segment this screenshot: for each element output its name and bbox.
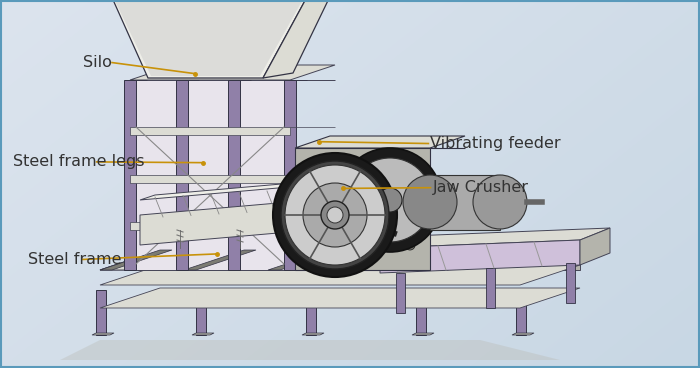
Circle shape <box>405 240 415 250</box>
Polygon shape <box>60 340 560 360</box>
Bar <box>176 80 188 270</box>
Circle shape <box>285 165 385 265</box>
Polygon shape <box>192 333 214 335</box>
Polygon shape <box>268 250 340 270</box>
Polygon shape <box>130 65 335 80</box>
Circle shape <box>310 240 320 250</box>
Bar <box>566 263 575 303</box>
Circle shape <box>348 158 432 242</box>
Polygon shape <box>436 250 508 270</box>
Polygon shape <box>302 333 324 335</box>
Bar <box>228 80 240 270</box>
Circle shape <box>321 201 349 229</box>
Polygon shape <box>580 228 610 265</box>
Polygon shape <box>100 288 580 308</box>
Circle shape <box>378 188 402 212</box>
Text: Silo: Silo <box>83 55 111 70</box>
Circle shape <box>303 183 367 247</box>
Bar <box>124 80 136 270</box>
Bar <box>130 175 290 183</box>
Polygon shape <box>315 168 410 208</box>
Polygon shape <box>380 228 610 248</box>
Polygon shape <box>100 250 580 270</box>
Bar <box>416 290 426 335</box>
Circle shape <box>310 168 320 178</box>
Circle shape <box>403 175 457 229</box>
Polygon shape <box>520 250 580 270</box>
Polygon shape <box>140 175 385 200</box>
Polygon shape <box>100 265 580 285</box>
Bar <box>486 268 495 308</box>
Bar <box>396 273 405 313</box>
Polygon shape <box>352 250 424 270</box>
Bar <box>295 148 430 270</box>
Circle shape <box>281 161 389 269</box>
Circle shape <box>327 207 343 223</box>
Text: Vibrating feeder: Vibrating feeder <box>430 136 561 151</box>
Polygon shape <box>295 136 465 148</box>
Polygon shape <box>101 0 320 78</box>
Polygon shape <box>104 0 315 76</box>
Polygon shape <box>184 250 256 270</box>
Bar <box>130 222 290 230</box>
Polygon shape <box>380 240 580 273</box>
Bar <box>516 290 526 335</box>
Circle shape <box>405 168 415 178</box>
Polygon shape <box>140 195 370 245</box>
Polygon shape <box>370 175 385 225</box>
Polygon shape <box>92 333 114 335</box>
Polygon shape <box>100 250 172 270</box>
Bar <box>196 290 206 335</box>
Text: Steel frame legs: Steel frame legs <box>13 155 144 169</box>
Bar <box>306 290 316 335</box>
Bar <box>96 290 106 335</box>
Polygon shape <box>430 175 500 230</box>
Circle shape <box>473 175 527 229</box>
Circle shape <box>338 148 442 252</box>
Bar <box>130 127 290 135</box>
Text: Jaw Crusher: Jaw Crusher <box>433 180 528 195</box>
Bar <box>130 80 290 270</box>
Text: Steel frame: Steel frame <box>28 252 122 267</box>
Polygon shape <box>263 0 350 78</box>
Polygon shape <box>100 250 580 270</box>
Bar <box>284 80 296 270</box>
Polygon shape <box>512 333 534 335</box>
Polygon shape <box>412 333 434 335</box>
Circle shape <box>273 153 397 277</box>
